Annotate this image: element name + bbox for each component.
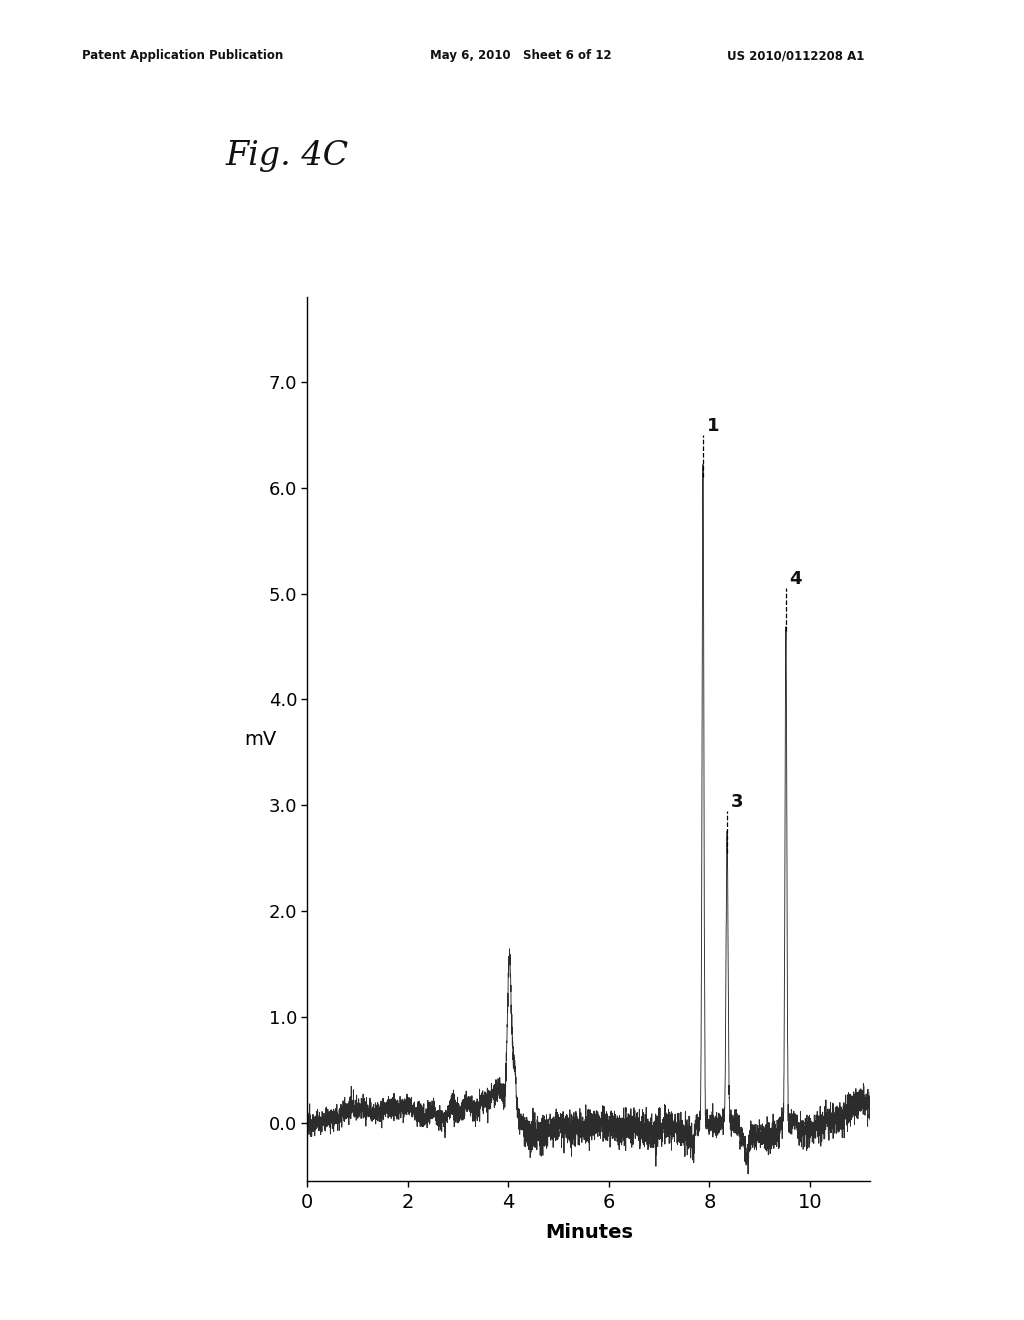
Text: 3: 3 — [730, 793, 743, 810]
Text: 1: 1 — [707, 417, 719, 434]
Text: Fig. 4C: Fig. 4C — [225, 140, 348, 172]
Text: May 6, 2010   Sheet 6 of 12: May 6, 2010 Sheet 6 of 12 — [430, 49, 611, 62]
X-axis label: Minutes: Minutes — [545, 1222, 633, 1242]
Y-axis label: mV: mV — [245, 730, 276, 748]
Text: Patent Application Publication: Patent Application Publication — [82, 49, 284, 62]
Text: US 2010/0112208 A1: US 2010/0112208 A1 — [727, 49, 864, 62]
Text: 4: 4 — [790, 570, 802, 589]
